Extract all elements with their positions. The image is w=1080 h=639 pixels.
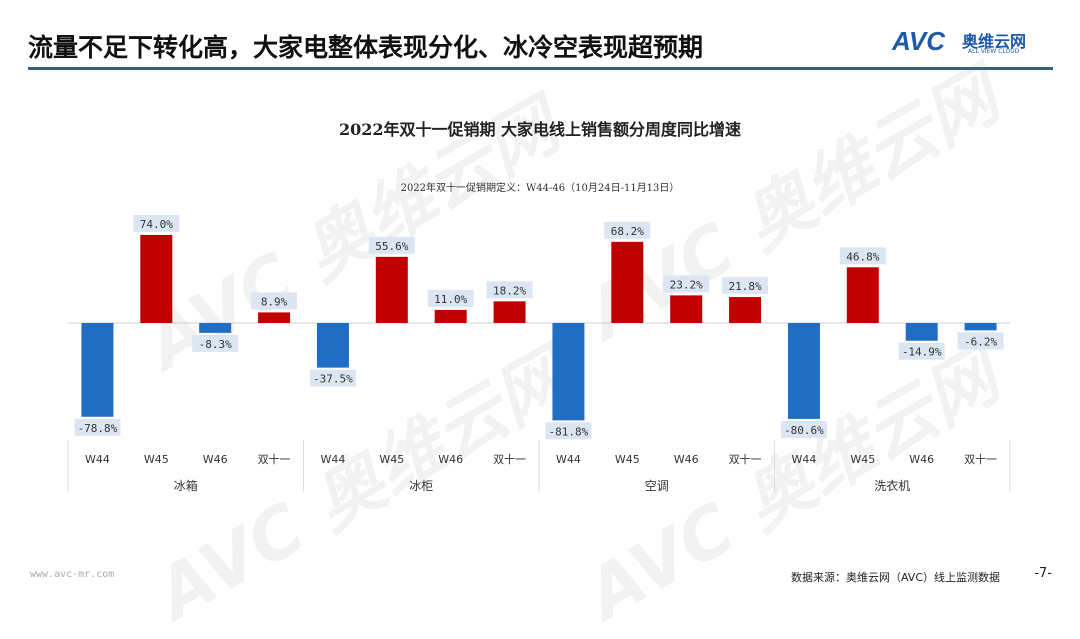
data-label-bg (309, 369, 356, 387)
data-label-bg (839, 247, 886, 265)
data-label-bg (74, 418, 121, 436)
category-label: 双十一 (258, 452, 291, 466)
data-label-bg (780, 420, 827, 438)
data-label: 8.9% (261, 295, 288, 308)
group-label: 空调 (645, 479, 669, 493)
data-label-bg (663, 275, 710, 293)
category-label: W44 (556, 453, 581, 466)
data-label-bg (133, 214, 180, 232)
category-label: W44 (85, 453, 110, 466)
logo-text: AVC (892, 26, 945, 56)
category-label: W46 (203, 453, 228, 466)
data-label: -6.2% (964, 335, 997, 348)
category-label: W44 (792, 453, 817, 466)
avc-logo: AVC 奥维云网 ALL VIEW CLOUD (892, 26, 1026, 57)
bar (729, 297, 762, 323)
category-label: W44 (321, 453, 346, 466)
bar (493, 301, 526, 323)
category-label: 双十一 (493, 452, 526, 466)
bar (905, 323, 938, 341)
data-label: 46.8% (846, 250, 879, 263)
category-label: W46 (674, 453, 699, 466)
data-label: -81.8% (549, 425, 589, 438)
data-label: -78.8% (78, 422, 118, 435)
logo-cn: 奥维云网 (962, 32, 1027, 51)
category-label: W45 (850, 453, 875, 466)
category-label: W45 (379, 453, 404, 466)
bar (316, 323, 349, 368)
data-label: 55.6% (375, 240, 408, 253)
data-label-bg (604, 221, 651, 239)
data-label: -8.3% (199, 338, 232, 351)
bar (375, 256, 408, 323)
data-label-bg (722, 277, 769, 295)
website: www.avc-mr.com (30, 569, 115, 580)
group-label: 洗衣机 (874, 478, 910, 493)
data-label: 11.0% (434, 293, 467, 306)
data-label: -37.5% (313, 373, 353, 386)
category-label: 双十一 (964, 452, 997, 466)
data-label: 18.2% (493, 284, 526, 297)
data-label: 68.2% (611, 225, 644, 238)
bar (552, 323, 585, 421)
bar (670, 295, 703, 323)
data-source: 数据来源：奥维云网（AVC）线上监测数据 (790, 571, 1000, 584)
category-label: W45 (615, 453, 640, 466)
data-label-bg (251, 292, 298, 310)
bar (434, 309, 467, 323)
bar (846, 267, 879, 323)
page-title: 流量不足下转化高，大家电整体表现分化、冰冷空表现超预期 (28, 33, 704, 62)
data-label-bg (957, 332, 1004, 350)
data-label-bg (427, 289, 474, 307)
bar (611, 241, 644, 323)
logo-en: ALL VIEW CLOUD (968, 48, 1020, 55)
data-label-bg (368, 236, 415, 254)
data-label-bg (545, 422, 592, 440)
data-label: -80.6% (784, 424, 824, 437)
category-label: 双十一 (729, 452, 762, 466)
data-label: 23.2% (670, 278, 703, 291)
chart-subtitle: 2022年双十一促销期定义：W44-46（10月24日-11月13日） (400, 183, 680, 194)
data-label: 21.8% (729, 280, 762, 293)
page-number: -7- (1034, 566, 1052, 581)
bar (81, 323, 114, 417)
bar (964, 323, 997, 331)
data-label: -14.9% (902, 346, 942, 359)
data-label-bg (486, 281, 533, 299)
group-label: 冰柜 (409, 479, 433, 493)
data-label: 74.0% (140, 218, 173, 231)
group-label: 冰箱 (174, 478, 198, 493)
bar (199, 323, 232, 333)
chart-title: 2022年双十一促销期 大家电线上销售额分周度同比增速 (338, 120, 742, 139)
title-rule (28, 67, 1053, 70)
data-label-bg (192, 334, 239, 352)
bar (787, 323, 820, 419)
category-label: W45 (144, 453, 169, 466)
category-label: W46 (909, 453, 934, 466)
category-label: W46 (438, 453, 463, 466)
data-label-bg (898, 342, 945, 360)
bar (140, 234, 173, 323)
bar (258, 312, 291, 323)
